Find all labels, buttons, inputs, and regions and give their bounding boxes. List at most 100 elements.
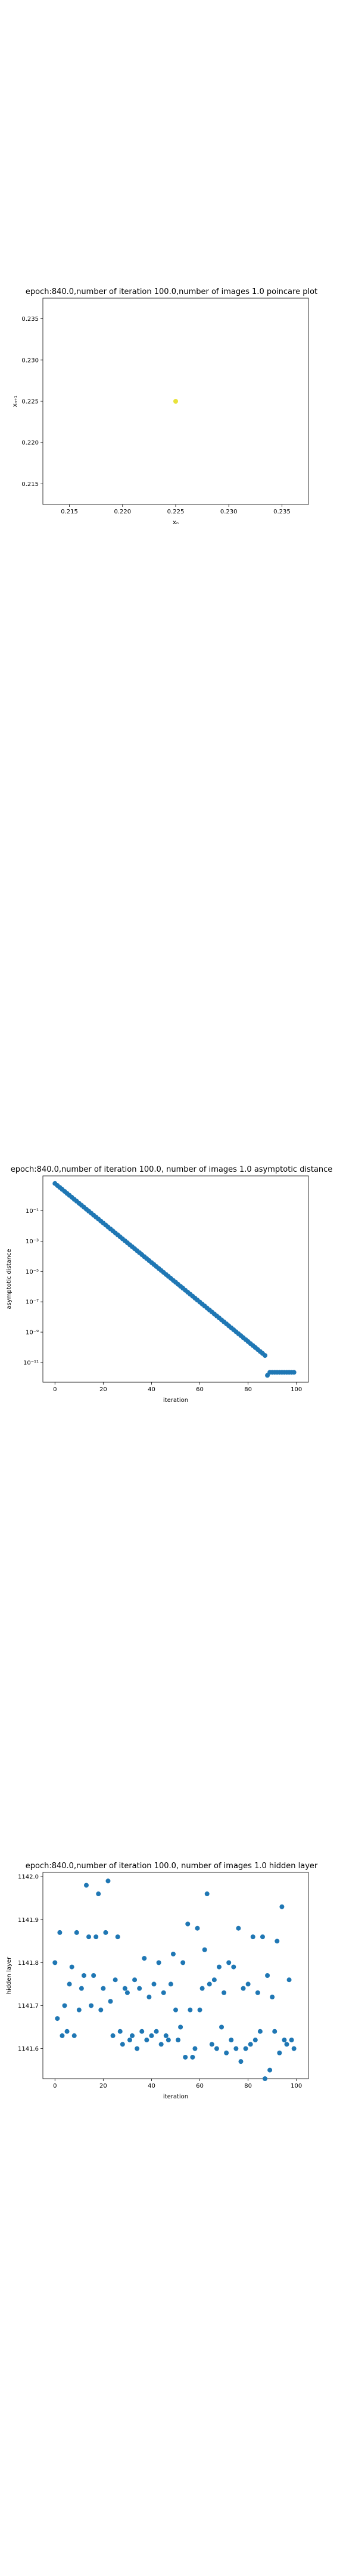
x-tick-label: 100 [291, 1386, 302, 1393]
data-point [83, 1883, 89, 1888]
y-axis-label: xₙ₊₁ [12, 395, 18, 407]
x-tick-label: 20 [99, 1386, 107, 1393]
data-point [226, 1960, 232, 1965]
data-point [185, 1921, 191, 1927]
data-point [170, 1951, 176, 1956]
y-tick-label: 1141.9 [18, 1917, 39, 1924]
y-axis-label: hidden layer [6, 1956, 13, 1994]
chart-title: epoch:840.0,number of iteration 100.0, n… [11, 1165, 333, 1174]
data-point [209, 2042, 214, 2047]
data-point [151, 1981, 157, 1987]
data-point [55, 2016, 60, 2021]
data-point [137, 1986, 142, 1991]
data-point [166, 2038, 171, 2043]
data-point [263, 1353, 268, 1358]
data-point [144, 2038, 149, 2043]
data-point [250, 1934, 255, 1940]
data-point [168, 1981, 173, 1987]
y-tick-label: 10⁻³ [26, 1239, 39, 1245]
plot-frame [42, 1872, 309, 2079]
x-ticks: 0 20 40 60 80 100 [53, 1382, 302, 1393]
data-point [199, 1986, 205, 1991]
data-point [229, 2038, 234, 2043]
data-point [282, 2038, 287, 2043]
data-point [158, 2042, 164, 2047]
data-point [127, 2038, 132, 2043]
y-tick-label: 0.215 [21, 481, 39, 488]
y-tick-label: 1142.0 [18, 1874, 39, 1881]
data-points [52, 1878, 297, 2081]
asymptotic-distance-chart: epoch:840.0,number of iteration 100.0, n… [6, 1165, 333, 1404]
data-point [149, 2033, 154, 2038]
data-point [236, 1925, 241, 1931]
data-point [115, 1934, 120, 1940]
x-tick-label: 0.225 [167, 509, 185, 515]
x-tick-label: 80 [244, 2083, 252, 2089]
data-point [286, 1977, 292, 1983]
data-point [277, 2050, 282, 2055]
data-point [57, 1930, 63, 1935]
y-tick-label: 1141.7 [18, 2003, 39, 2010]
data-point [173, 399, 178, 404]
data-points [173, 399, 178, 404]
poincare-chart: epoch:840.0,number of iteration 100.0,nu… [12, 287, 317, 526]
x-axis-label: iteration [163, 2094, 188, 2100]
data-point [91, 1973, 96, 1978]
data-point [89, 2003, 94, 2008]
data-point [291, 2046, 297, 2051]
data-point [272, 2029, 277, 2034]
data-point [62, 2003, 67, 2008]
data-point [124, 1990, 130, 1995]
y-ticks: 0.215 0.220 0.225 0.230 0.235 [21, 316, 43, 488]
y-tick-label: 10⁻⁹ [26, 1330, 39, 1336]
x-tick-label: 20 [99, 2083, 107, 2089]
data-point [86, 1934, 92, 1940]
data-point [243, 2046, 248, 2051]
y-tick-label: 1141.6 [18, 2046, 39, 2052]
data-point [146, 1995, 152, 2000]
y-axis-label: asymptotic distance [6, 1249, 13, 1309]
data-point [108, 1999, 113, 2004]
data-point [270, 1995, 275, 2000]
data-point [52, 1960, 58, 1965]
data-point [117, 2029, 123, 2034]
data-point [241, 1986, 246, 1991]
x-tick-label: 100 [291, 2083, 302, 2089]
data-point [98, 2007, 104, 2012]
data-point [180, 1960, 186, 1965]
data-point [64, 2029, 70, 2034]
data-point [257, 2029, 263, 2034]
data-point [260, 1934, 265, 1940]
data-point [279, 1904, 285, 1909]
y-tick-label: 10⁻⁷ [26, 1299, 39, 1306]
y-tick-label: 0.235 [21, 316, 39, 323]
x-tick-label: 60 [196, 1386, 204, 1393]
data-point [291, 1370, 297, 1375]
data-point [79, 1986, 84, 1991]
data-point [211, 1977, 217, 1983]
data-point [233, 2046, 239, 2051]
y-ticks: 10⁻¹ 10⁻³ 10⁻⁵ 10⁻⁷ 10⁻⁹ 10⁻¹¹ [23, 1208, 43, 1366]
data-point [69, 1964, 74, 1970]
data-point [74, 1930, 79, 1935]
y-tick-label: 10⁻¹ [26, 1208, 39, 1215]
x-tick-label: 40 [148, 2083, 155, 2089]
data-point [139, 2029, 145, 2034]
data-point [156, 1960, 161, 1965]
data-point [219, 2024, 224, 2030]
data-point [248, 2042, 253, 2047]
data-point [255, 1990, 260, 1995]
x-tick-label: 40 [148, 1386, 155, 1393]
data-point [231, 1964, 236, 1970]
data-point [105, 1878, 111, 1884]
x-tick-label: 0.215 [61, 509, 78, 515]
data-point [142, 1956, 147, 1961]
data-point [93, 1934, 99, 1940]
data-point [204, 1891, 210, 1897]
x-axis-label: xₙ [173, 519, 179, 526]
x-tick-label: 0.235 [273, 509, 291, 515]
y-tick-label: 0.230 [21, 357, 39, 364]
y-tick-label: 0.220 [21, 440, 39, 447]
data-point [207, 1981, 212, 1987]
data-point [132, 1977, 138, 1983]
